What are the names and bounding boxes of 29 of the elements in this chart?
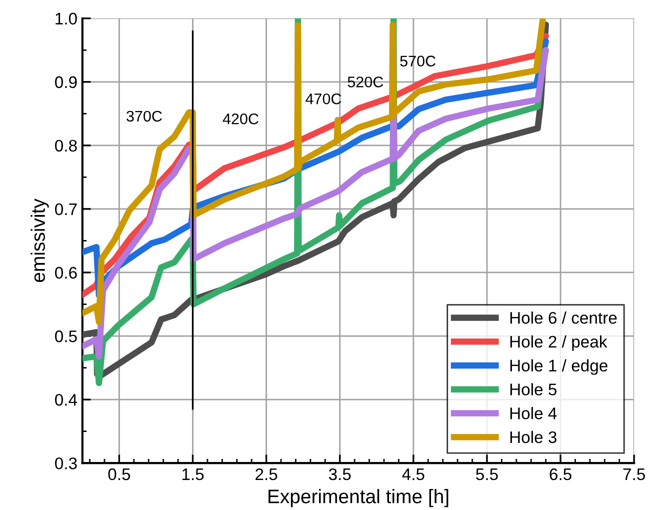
x-axis-title: Experimental time [h] (268, 489, 448, 508)
legend-label: Hole 6 / centre (510, 312, 617, 324)
y-axis-title: emissivity (30, 198, 49, 282)
annotation: 520C (348, 76, 384, 88)
annotation: 570C (400, 56, 436, 66)
x-tick-label: 1.5 (182, 468, 204, 480)
x-tick-label: 6.5 (550, 468, 572, 480)
y-tick-label: 0.6 (55, 266, 77, 279)
x-tick-label: 5.5 (476, 468, 498, 480)
legend-label: Hole 3 (510, 430, 556, 444)
legend-label: Hole 4 (510, 407, 557, 420)
x-tick-label: 3.5 (328, 468, 351, 480)
y-tick-label: 0.4 (55, 394, 78, 406)
y-tick-label: 0.9 (55, 76, 77, 88)
y-tick-label: 0.5 (55, 330, 77, 342)
legend-label: Hole 5 (510, 383, 556, 396)
legend-label: Hole 1 / edge (510, 359, 608, 375)
annotation: 370C (126, 110, 162, 122)
y-tick-label: 0.8 (55, 140, 77, 152)
x-tick-label: 4.5 (402, 468, 424, 480)
x-tick-label: 7.5 (623, 468, 645, 480)
annotation: 470C (306, 93, 342, 104)
legend-label: Hole 2 / peak (510, 335, 608, 351)
annotation: 420C (222, 113, 258, 124)
y-tick-label: 0.3 (55, 457, 77, 470)
y-tick-label: 1.0 (56, 12, 77, 25)
x-tick-label: 2.5 (256, 468, 278, 480)
x-tick-label: 0.5 (108, 468, 130, 480)
y-tick-label: 0.7 (55, 203, 77, 216)
